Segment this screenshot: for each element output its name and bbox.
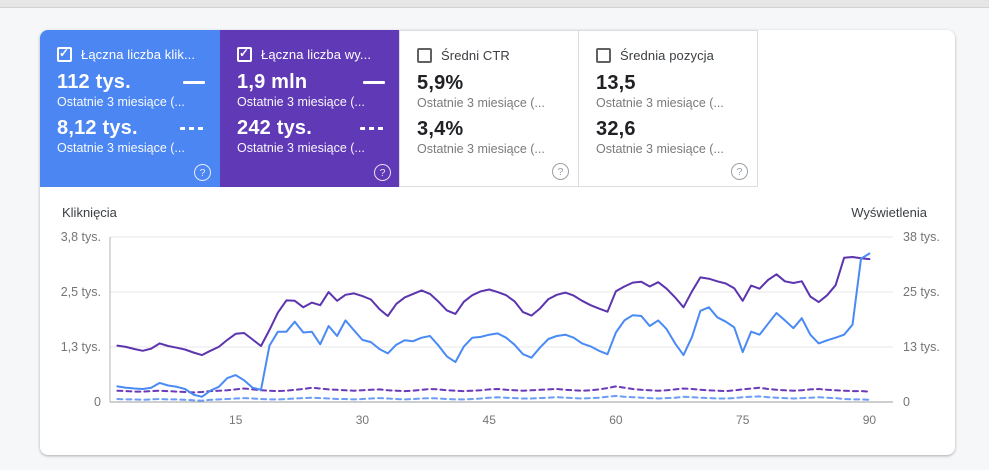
x-axis-tick-label: 30 <box>356 413 370 427</box>
metric-secondary-value: 242 tys. <box>237 116 312 139</box>
x-axis-tick-label: 90 <box>863 413 877 427</box>
metric-secondary-caption: Ostatnie 3 miesiące (... <box>596 142 724 156</box>
metric-secondary-caption: Ostatnie 3 miesiące (... <box>57 141 185 155</box>
dashed-line-indicator-icon <box>180 126 205 130</box>
right-axis-tick-label: 25 tys. <box>903 285 940 299</box>
metric-primary-row: 13,5 <box>596 72 757 94</box>
metric-card-header: Łączna liczba klik... <box>57 45 220 63</box>
metric-secondary-row: 32,6 <box>596 118 757 140</box>
performance-chart-svg[interactable]: 0 1,3 tys. 2,5 tys. 3,8 tys. 0 13 tys. 25 tys.… <box>40 225 955 440</box>
checkbox-unchecked-icon[interactable] <box>417 47 432 63</box>
help-icon[interactable]: ? <box>731 163 748 180</box>
metric-card-ctr[interactable]: Średni CTR 5,9% Ostatnie 3 miesiące (...… <box>399 30 579 187</box>
checkbox-unchecked-icon[interactable] <box>596 47 611 63</box>
metric-primary-caption: Ostatnie 3 miesiące (... <box>237 95 365 109</box>
metric-primary-row: 112 tys. <box>57 71 220 93</box>
page-top-divider <box>0 0 989 8</box>
impressions-previous-line <box>116 385 871 394</box>
x-axis-tick-label: 15 <box>229 413 243 427</box>
solid-line-indicator-icon <box>363 80 385 84</box>
help-icon[interactable]: ? <box>374 164 391 181</box>
metric-card-label: Średni CTR <box>441 47 510 63</box>
checkbox-checked-icon[interactable] <box>57 46 72 62</box>
left-axis-title: Kliknięcia <box>62 205 117 220</box>
x-axis-tick-label: 60 <box>609 413 623 427</box>
clicks-previous-line <box>116 394 871 402</box>
x-axis-tick-label: 75 <box>736 413 750 427</box>
metric-card-clicks[interactable]: Łączna liczba klik... 112 tys. Ostatnie … <box>40 30 220 187</box>
metric-card-label: Łączna liczba klik... <box>81 46 196 62</box>
metric-primary-row: 1,9 mln <box>237 71 400 93</box>
metric-secondary-value: 32,6 <box>596 117 636 140</box>
metric-card-header: Średnia pozycja <box>596 46 757 64</box>
help-icon[interactable]: ? <box>194 164 211 181</box>
left-axis-tick-label: 0 <box>94 395 101 409</box>
metric-primary-caption: Ostatnie 3 miesiące (... <box>417 96 545 110</box>
metric-secondary-caption: Ostatnie 3 miesiące (... <box>417 142 545 156</box>
dashed-line-indicator-icon <box>360 126 385 130</box>
metric-primary-value: 5,9% <box>417 71 464 94</box>
metric-card-label: Średnia pozycja <box>620 47 714 63</box>
metric-secondary-caption: Ostatnie 3 miesiące (... <box>237 141 365 155</box>
metric-secondary-value: 8,12 tys. <box>57 116 138 139</box>
left-axis-tick-label: 2,5 tys. <box>61 285 101 299</box>
metric-primary-value: 112 tys. <box>57 70 131 93</box>
metric-secondary-value: 3,4% <box>417 117 464 140</box>
right-axis-tick-label: 0 <box>903 395 910 409</box>
right-axis-tick-label: 13 tys. <box>903 340 940 354</box>
metric-card-label: Łączna liczba wy... <box>261 46 372 62</box>
metric-primary-row: 5,9% <box>417 72 578 94</box>
right-axis-title: Wyświetlenia <box>851 205 927 220</box>
performance-report-card: Łączna liczba klik... 112 tys. Ostatnie … <box>40 30 955 455</box>
metric-secondary-row: 3,4% <box>417 118 578 140</box>
metric-card-position[interactable]: Średnia pozycja 13,5 Ostatnie 3 miesiące… <box>578 30 758 187</box>
metric-card-header: Średni CTR <box>417 46 578 64</box>
left-axis-tick-label: 1,3 tys. <box>61 340 101 354</box>
help-icon[interactable]: ? <box>552 163 569 180</box>
metric-primary-caption: Ostatnie 3 miesiące (... <box>57 95 185 109</box>
checkbox-checked-icon[interactable] <box>237 46 252 62</box>
metric-card-impressions[interactable]: Łączna liczba wy... 1,9 mln Ostatnie 3 m… <box>220 30 400 187</box>
metric-secondary-row: 242 tys. <box>237 117 400 139</box>
metric-primary-value: 1,9 mln <box>237 70 308 93</box>
metric-primary-caption: Ostatnie 3 miesiące (... <box>596 96 724 110</box>
solid-line-indicator-icon <box>183 80 205 84</box>
clicks-current-line <box>116 252 871 398</box>
metric-secondary-row: 8,12 tys. <box>57 117 220 139</box>
x-axis-tick-label: 45 <box>483 413 497 427</box>
performance-chart: Kliknięcia Wyświetlenia 0 1,3 tys. 2,5 tys… <box>40 200 955 455</box>
metric-primary-value: 13,5 <box>596 71 636 94</box>
metric-card-header: Łączna liczba wy... <box>237 45 400 63</box>
left-axis-tick-label: 3,8 tys. <box>61 230 101 244</box>
metric-tiles-row: Łączna liczba klik... 112 tys. Ostatnie … <box>40 30 955 187</box>
impressions-current-line <box>116 256 871 357</box>
right-axis-tick-label: 38 tys. <box>903 230 940 244</box>
